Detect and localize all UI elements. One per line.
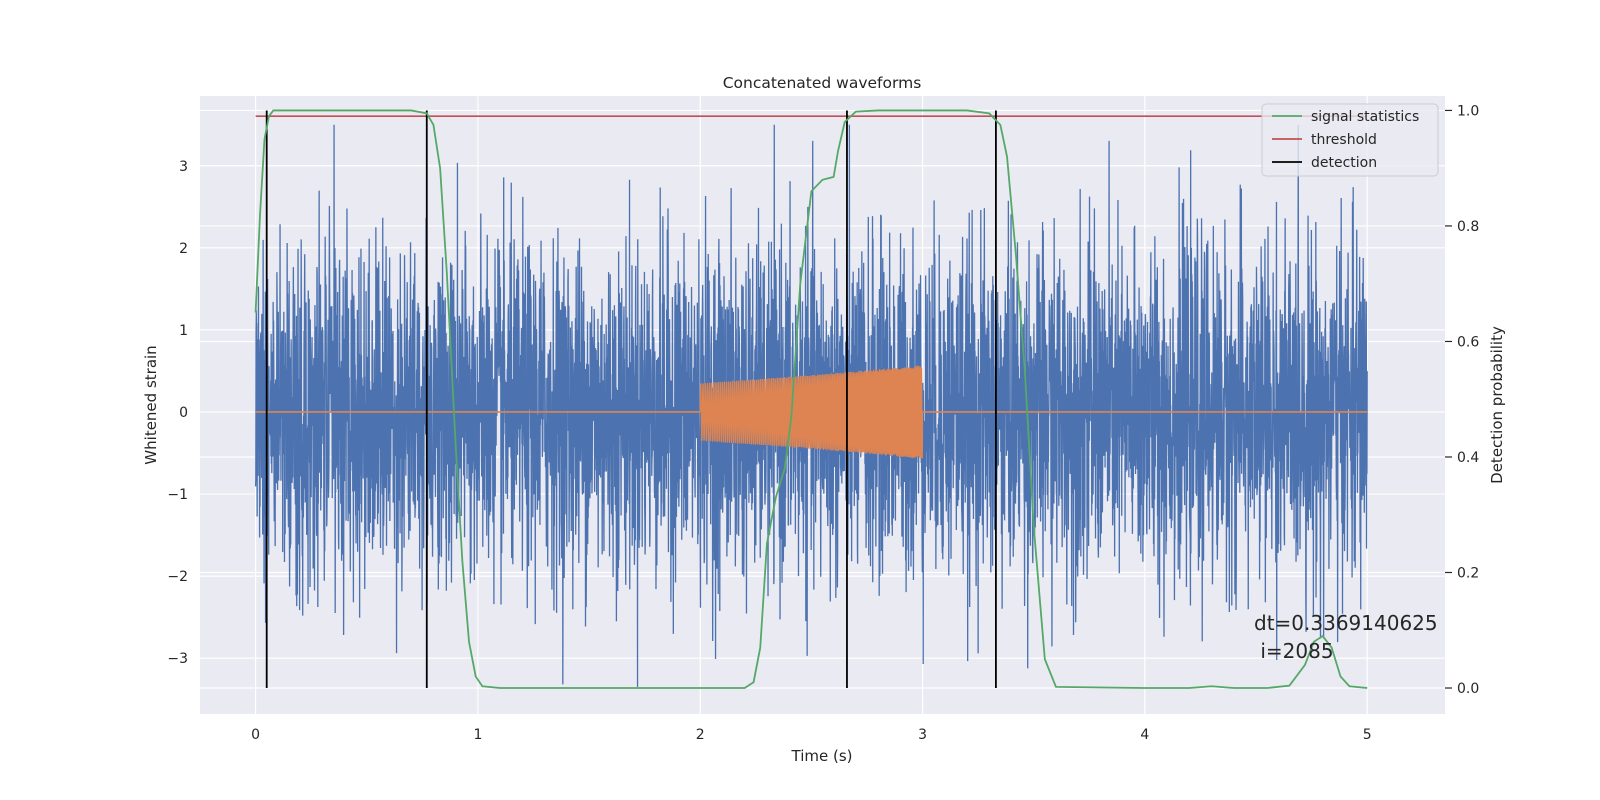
y-right-tick-label: 0.4 [1457,450,1479,466]
y-left-axis-label: Whitened strain [142,345,160,464]
legend-box [1261,103,1439,177]
y-left-tick-label: −3 [167,651,188,667]
signal-statistics-line [254,109,1368,689]
y-left-axis-ticks: −3 −2 −1 0 1 2 3 [167,159,188,667]
y-right-axis-ticks: 0.0 0.2 0.4 0.6 0.8 1.0 [1445,103,1479,697]
legend-label-threshold: threshold [1311,132,1377,148]
y-left-tick-label: 2 [179,241,188,257]
y-left-tick-label: 3 [179,159,188,175]
x-axis-label: Time (s) [791,747,853,765]
annotation-index: i=2085 [1254,639,1334,663]
legend: signal statistics threshold detection [1261,103,1439,177]
chart-title: Concatenated waveforms [723,74,922,92]
y-right-axis-label: Detection probability [1488,326,1506,484]
injected-waveform-line [699,365,924,459]
legend-label-detection: detection [1311,155,1377,171]
y-left-tick-label: 1 [179,323,188,339]
y-right-tick-label: 0.0 [1457,681,1479,697]
y-right-tick-label: 0.6 [1457,334,1479,350]
x-tick-label: 3 [918,727,927,743]
y-left-tick-label: −1 [167,487,188,503]
x-tick-label: 5 [1363,727,1372,743]
x-tick-label: 2 [696,727,705,743]
x-tick-label: 0 [251,727,260,743]
annotation-dt: dt=0.3369140625 [1254,611,1438,635]
y-right-tick-label: 0.8 [1457,219,1479,235]
x-tick-label: 1 [473,727,482,743]
y-left-tick-label: −2 [167,569,188,585]
y-right-tick-label: 1.0 [1457,103,1479,119]
x-tick-label: 4 [1140,727,1149,743]
y-left-tick-label: 0 [179,405,188,421]
detection-lines [265,110,997,689]
x-axis-ticks: 0 1 2 3 4 5 [251,727,1372,743]
y-right-tick-label: 0.2 [1457,565,1479,581]
legend-label-signal-statistics: signal statistics [1311,109,1419,125]
